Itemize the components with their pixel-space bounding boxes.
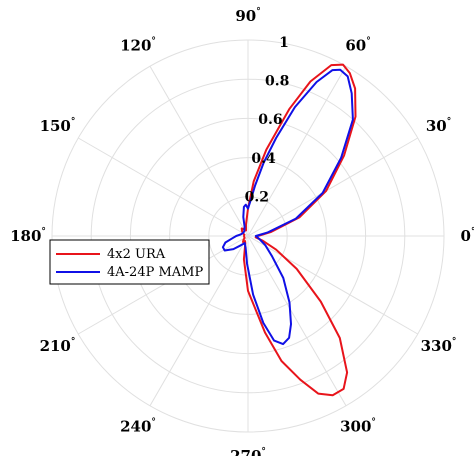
radial-tick-label: 0.2 [245, 189, 269, 205]
grid-spoke [247, 235, 347, 406]
grid-spoke [149, 235, 249, 406]
angle-tick-label: 60° [345, 36, 370, 54]
grid-spoke [78, 137, 249, 237]
grid-spoke [149, 66, 249, 237]
radial-tick-label: 0.8 [265, 74, 289, 90]
grid-spoke [78, 235, 249, 335]
angle-tick-label: 210° [40, 337, 76, 355]
radial-tick-label: 0.4 [251, 151, 276, 167]
grid-spoke [247, 235, 418, 335]
tick-labels: 0° 30° 60° 90° 120° 150° 180° 210° 240° 270° 300° 3… [10, 7, 474, 456]
angle-tick-label: 270° [230, 447, 266, 456]
grid-spoke [247, 66, 347, 237]
angle-tick-label: 300° [340, 418, 376, 436]
angle-tick-label: 90° [235, 7, 260, 25]
polar-grid [51, 39, 445, 433]
series-line-4x2-ura [240, 63, 357, 397]
legend-label-4a-24p-mamp: 4A-24P MAMP [107, 265, 203, 280]
radial-tick-label: 0.6 [258, 112, 282, 128]
legend: 4x2 URA 4A-24P MAMP [49, 239, 210, 285]
angle-tick-label: 0° [461, 227, 474, 245]
legend-label-4x2-ura: 4x2 URA [107, 247, 166, 262]
angle-tick-label: 120° [120, 36, 156, 54]
legend-box [49, 239, 210, 285]
angle-tick-label: 240° [120, 418, 156, 436]
series-layer [221, 63, 357, 397]
radial-tick-label: 1 [279, 35, 289, 51]
angle-tick-label: 150° [40, 117, 76, 135]
grid-spoke [247, 137, 418, 237]
angle-tick-label: 330° [421, 337, 457, 355]
angle-tick-label: 30° [426, 117, 451, 135]
series-line-4a-24p-mamp [221, 68, 354, 346]
angle-tick-label: 180° [10, 227, 46, 245]
